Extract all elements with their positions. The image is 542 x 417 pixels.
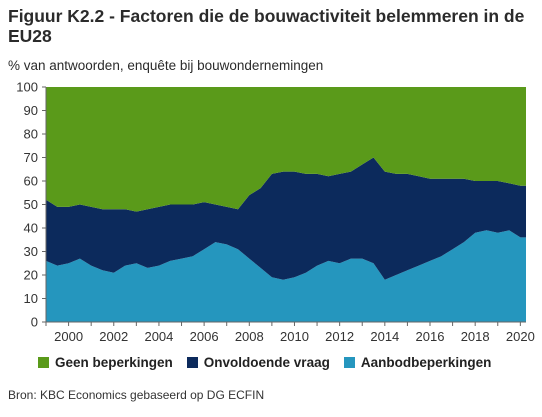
- area-geen-beperkingen: [46, 87, 526, 212]
- y-tick-label: 100: [16, 80, 38, 95]
- legend-swatch-geen-beperkingen: [38, 357, 49, 368]
- y-tick-label: 80: [24, 127, 38, 142]
- source-note: Bron: KBC Economics gebaseerd op DG ECFI…: [8, 388, 265, 402]
- legend-label-geen-beperkingen: Geen beperkingen: [55, 355, 173, 370]
- y-tick-label: 10: [24, 291, 38, 306]
- legend-item-geen-beperkingen: Geen beperkingen: [38, 355, 173, 370]
- y-tick-label: 90: [24, 103, 38, 118]
- x-tick-label: 2020: [506, 329, 535, 344]
- x-tick-label: 2002: [99, 329, 128, 344]
- chart-title: Figuur K2.2 - Factoren die de bouwactivi…: [8, 6, 525, 46]
- y-tick-label: 40: [24, 221, 38, 236]
- stacked-area-chart: 0 10 20 30 40 50 60 70 80 90 100 2000 2002 2004 2006 20…: [16, 80, 535, 345]
- x-tick-label: 2000: [54, 329, 83, 344]
- legend-item-onvoldoende-vraag: Onvoldoende vraag: [186, 355, 330, 370]
- legend-label-aanbodbeperkingen: Aanbodbeperkingen: [360, 355, 492, 370]
- y-tick-label: 0: [31, 315, 38, 330]
- legend-swatch-onvoldoende-vraag: [186, 357, 198, 368]
- y-tick-label: 60: [24, 174, 38, 189]
- legend-swatch-aanbodbeperkingen: [343, 357, 355, 368]
- y-tick-label: 50: [24, 197, 38, 212]
- x-tick-label: 2012: [325, 329, 354, 344]
- x-tick-label: 2018: [461, 329, 490, 344]
- y-tick-label: 20: [24, 268, 38, 283]
- x-tick-label: 2004: [144, 329, 173, 344]
- x-tick-label: 2008: [235, 329, 264, 344]
- y-tick-label: 30: [24, 244, 38, 259]
- chart-subtitle: % van antwoorden, enquête bij bouwondern…: [8, 58, 324, 73]
- legend-item-aanbodbeperkingen: Aanbodbeperkingen: [343, 355, 492, 370]
- y-tick-label: 70: [24, 150, 38, 165]
- x-tick-label: 2014: [370, 329, 399, 344]
- legend: Geen beperkingen Onvoldoende vraag Aanbo…: [38, 355, 505, 370]
- x-tick-label: 2016: [416, 329, 445, 344]
- x-tick-label: 2010: [280, 329, 309, 344]
- legend-label-onvoldoende-vraag: Onvoldoende vraag: [203, 355, 330, 370]
- area-aanbodbeperkingen: [46, 230, 526, 322]
- area-onvoldoende-vraag: [46, 157, 526, 280]
- x-tick-label: 2006: [190, 329, 219, 344]
